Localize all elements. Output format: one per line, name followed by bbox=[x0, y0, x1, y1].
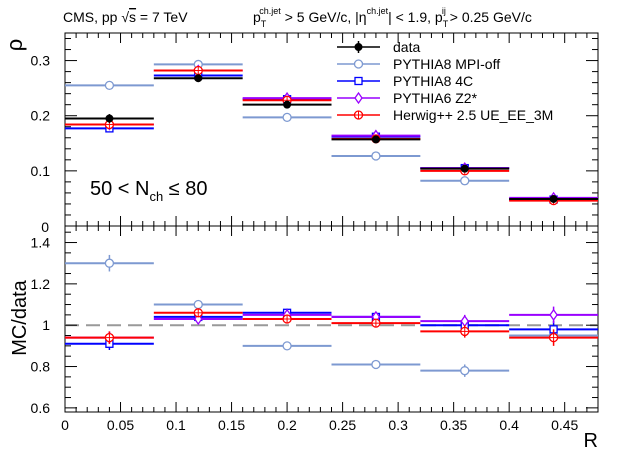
x-tick-label: 0.05 bbox=[107, 417, 134, 433]
ratio-point bbox=[104, 258, 115, 268]
top-panel-ticks: 0.1 0.2 0.3 bbox=[31, 38, 598, 216]
data-point bbox=[549, 194, 558, 203]
annot-sub: ch bbox=[149, 189, 163, 204]
header-sqrt: √ bbox=[121, 9, 129, 25]
top-ytick-label: 0.3 bbox=[31, 53, 51, 69]
x-axis-ticks: 0 0.05 0.1 0.15 0.2 0.25 0.3 0.35 0.4 0.45 bbox=[61, 33, 588, 433]
ratio-herwig-2-5-ue-ee-3m bbox=[65, 308, 598, 346]
legend-entry-herwig-2-5-ue-ee-3m: Herwig++ 2.5 UE_EE_3M bbox=[337, 107, 553, 123]
data-point bbox=[283, 100, 292, 109]
header-left: CMS, pp √s = 7 TeV bbox=[63, 9, 188, 25]
header-s: s bbox=[129, 9, 136, 25]
data-point bbox=[460, 164, 469, 173]
legend-marker bbox=[353, 110, 364, 120]
ratio-point bbox=[104, 332, 115, 343]
ratio-point bbox=[371, 318, 381, 328]
top-ytick-label: 0.2 bbox=[31, 108, 51, 124]
ratio-point bbox=[193, 308, 203, 318]
legend-marker bbox=[354, 76, 363, 86]
header-chjet1: ch.jet bbox=[259, 6, 281, 16]
legend-marker bbox=[354, 43, 363, 51]
top-ylabel: ρ bbox=[2, 39, 27, 52]
legend-entry-pythia6-z2: PYTHIA6 Z2* bbox=[337, 90, 478, 106]
data-point bbox=[460, 176, 470, 186]
top-cut-zero-label: 0 bbox=[41, 219, 49, 235]
top-ytick-label: 0.1 bbox=[31, 163, 51, 179]
header-left-suffix: = 7 TeV bbox=[136, 9, 188, 25]
ratio-point bbox=[549, 308, 558, 322]
x-axis-label: R bbox=[584, 430, 598, 451]
data-point bbox=[193, 65, 203, 76]
ratio-ytick-label: 0.6 bbox=[31, 400, 51, 416]
legend-label: PYTHIA6 Z2* bbox=[393, 90, 478, 106]
x-tick-label: 0 bbox=[61, 417, 69, 433]
x-tick-label: 0.35 bbox=[440, 417, 467, 433]
ratio-point bbox=[193, 299, 203, 310]
legend-label: data bbox=[393, 39, 420, 55]
x-tick-label: 0.4 bbox=[499, 417, 519, 433]
ratio-pythia8-mpi-off bbox=[65, 254, 598, 377]
data-point bbox=[371, 135, 380, 144]
header-gt5: > 5 GeV/c, |η bbox=[281, 9, 367, 25]
ratio-point bbox=[460, 326, 470, 337]
ratio-point bbox=[282, 341, 292, 351]
legend-marker bbox=[353, 59, 364, 69]
ratio-ylabel: MC/data bbox=[9, 279, 31, 355]
x-tick-label: 0.25 bbox=[329, 417, 356, 433]
data-point bbox=[105, 114, 114, 123]
annot-lhs: 50 < N bbox=[90, 178, 149, 200]
ratio-ytick-label: 1.2 bbox=[31, 276, 51, 292]
header-right: pTch.jet > 5 GeV/c, |ηch.jet| < 1.9, pTi… bbox=[253, 6, 532, 29]
ratio-panel-series bbox=[65, 254, 598, 377]
annot-rhs: ≤ 80 bbox=[163, 178, 207, 200]
x-tick-label: 0.1 bbox=[166, 417, 186, 433]
ratio-panel-ticks: 0.6 0.8 1 1.2 1.4 bbox=[31, 231, 598, 416]
ratio-point bbox=[371, 359, 381, 370]
data-point bbox=[104, 80, 115, 91]
data-point bbox=[194, 74, 203, 83]
ratio-point bbox=[282, 314, 292, 324]
ratio-point bbox=[548, 332, 559, 343]
top-panel-series bbox=[65, 59, 598, 206]
header-left-prefix: CMS, pp bbox=[63, 9, 121, 25]
ratio-point bbox=[460, 366, 470, 376]
header-chjet2: ch.jet bbox=[367, 6, 389, 16]
header-lt19: | < 1.9, p bbox=[388, 9, 443, 25]
header-p1: p bbox=[253, 9, 261, 25]
header-gt025: > 0.25 GeV/c bbox=[446, 9, 532, 25]
legend-entry-pythia8-mpi-off: PYTHIA8 MPI-off bbox=[337, 56, 500, 72]
header-T1: T bbox=[261, 19, 267, 29]
header-T2: T bbox=[443, 19, 449, 29]
x-tick-label: 0.45 bbox=[551, 417, 578, 433]
ratio-ytick-label: 0.8 bbox=[31, 359, 51, 375]
data-point bbox=[371, 151, 381, 161]
ratio-ytick-label: 1 bbox=[42, 317, 50, 333]
multiplicity-annotation: 50 < Nch ≤ 80 bbox=[90, 178, 208, 204]
legend-label: PYTHIA8 MPI-off bbox=[393, 56, 500, 72]
legend-entry-data: data bbox=[337, 39, 420, 55]
legend-label: Herwig++ 2.5 UE_EE_3M bbox=[393, 107, 553, 123]
legend-label: PYTHIA8 4C bbox=[393, 73, 473, 89]
series-data bbox=[65, 74, 598, 203]
ratio-ytick-label: 1.4 bbox=[31, 235, 51, 251]
x-tick-label: 0.3 bbox=[388, 417, 408, 433]
legend-entry-pythia8-4c: PYTHIA8 4C bbox=[337, 73, 473, 89]
legend-marker bbox=[354, 91, 363, 105]
data-point bbox=[282, 112, 292, 123]
header-ij: ij bbox=[442, 6, 446, 16]
x-tick-label: 0.15 bbox=[218, 417, 245, 433]
x-tick-label: 0.2 bbox=[277, 417, 297, 433]
